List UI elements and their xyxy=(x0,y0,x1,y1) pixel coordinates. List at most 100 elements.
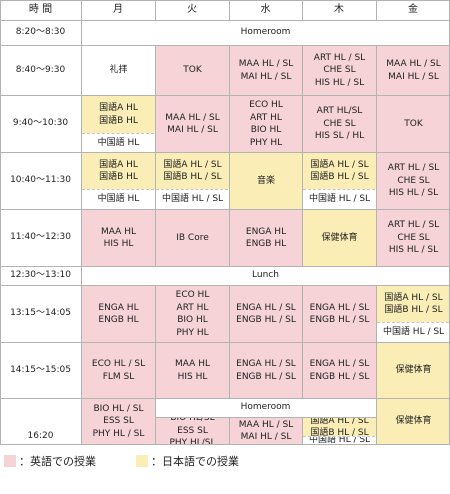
grid-line xyxy=(155,398,156,444)
day-header-4: 金 xyxy=(376,0,450,20)
grid-line xyxy=(0,342,450,343)
time-slot-7: 14:15～15:05 xyxy=(0,342,81,398)
time-slot-1: 8:40～9:30 xyxy=(0,45,81,95)
class-cell-r2-mon-b-text: 中国語 HL xyxy=(97,137,140,148)
class-cell-r8-fri-text: 保健体育 xyxy=(395,416,432,427)
grid-line xyxy=(376,398,377,444)
grid-line xyxy=(229,45,230,266)
grid-line xyxy=(376,45,377,266)
time-header-text: 時 間 xyxy=(28,3,53,15)
class-cell-r4-thu: 保健体育 xyxy=(303,210,376,266)
class-cell-r8-tue: BIO HL/SL ESS SL PHY HL/SL xyxy=(156,418,229,444)
grid-line xyxy=(0,20,450,21)
class-cell-r1-thu: ART HL / SL CHE SL HIS HL / SL xyxy=(303,46,376,95)
grid-line xyxy=(0,398,450,399)
grid-line xyxy=(0,0,1,445)
grid-line xyxy=(0,209,450,210)
class-cell-r8-wed-text: MAA HL / SL MAI HL / SL xyxy=(238,419,294,443)
grid-line xyxy=(0,45,450,46)
day-header-4-text: 金 xyxy=(408,3,418,15)
grid-line xyxy=(302,45,303,266)
grid-line xyxy=(0,95,450,96)
time-slot-0-text: 8:20～8:30 xyxy=(15,27,66,38)
class-cell-r1-fri: MAA HL / SL MAI HL / SL xyxy=(377,46,450,95)
legend-japanese: ：日本語での授業 xyxy=(136,454,239,468)
class-cell-r8-tue-text: BIO HL/SL ESS SL PHY HL/SL xyxy=(169,418,216,444)
class-cell-r8-thu-b: 中国語 HL / SL xyxy=(303,437,376,444)
day-header-3-text: 木 xyxy=(334,3,344,15)
time-slot-5-text: 12:30～13:10 xyxy=(10,270,71,281)
class-cell-r8-thu-a: 国語A HL / SL 国語B HL / SL xyxy=(303,418,376,436)
grid-line xyxy=(155,45,156,266)
class-cell-r4-mon-text: MAA HL HIS HL xyxy=(101,226,136,250)
legend-english-swatch xyxy=(4,455,16,467)
class-cell-r3-tue-b-text: 中国語 HL / SL xyxy=(161,194,224,205)
class-cell-r1-tue: TOK xyxy=(156,46,229,95)
time-slot-3-text: 10:40～11:30 xyxy=(10,175,71,186)
class-cell-r4-tue-text: IB Core xyxy=(176,232,209,243)
class-cell-r6-tue: ECO HL ART HL BIO HL PHY HL xyxy=(156,286,229,342)
class-cell-r3-thu-b: 中国語 HL / SL xyxy=(303,190,376,209)
class-cell-r3-fri-text: ART HL / SL CHE SL HIS HL / SL xyxy=(387,163,440,199)
class-cell-r1-thu-text: ART HL / SL CHE SL HIS HL / SL xyxy=(313,52,366,88)
lunch-band-text: Lunch xyxy=(252,270,279,281)
class-cell-r7-thu: ENGA HL / SL ENGB HL / SL xyxy=(303,343,376,398)
grid-line xyxy=(0,0,450,1)
class-cell-r3-mon-a: 国語A HL 国語B HL xyxy=(82,153,155,189)
time-slot-8-text: 16:20 xyxy=(27,430,54,441)
class-cell-r3-thu-b-text: 中国語 HL / SL xyxy=(308,194,371,205)
grid-line xyxy=(155,285,156,398)
lunch-band: Lunch xyxy=(81,266,450,285)
time-slot-0: 8:20～8:30 xyxy=(0,20,81,45)
time-slot-1-text: 8:40～9:30 xyxy=(15,64,66,75)
time-slot-8: 16:20 xyxy=(0,398,81,444)
class-cell-r3-fri: ART HL / SL CHE SL HIS HL / SL xyxy=(377,153,450,209)
day-header-2: 水 xyxy=(229,0,302,20)
class-cell-r6-fri-a: 国語A HL / SL 国語B HL / SL xyxy=(377,286,450,322)
class-cell-r4-mon: MAA HL HIS HL xyxy=(82,210,155,266)
grid-line xyxy=(81,0,82,445)
class-cell-r8-thu-b-text: 中国語 HL / SL xyxy=(308,437,371,444)
class-cell-r4-wed-text: ENGA HL ENGB HL xyxy=(245,226,287,250)
grid-line xyxy=(302,417,303,444)
homeroom-band-text: Homeroom xyxy=(240,27,291,38)
class-cell-r2-mon-a-text: 国語A HL 国語B HL xyxy=(99,103,138,126)
class-cell-r6-fri-a-text: 国語A HL / SL 国語B HL / SL xyxy=(384,292,443,316)
grid-line xyxy=(229,285,230,398)
time-slot-2-text: 9:40～10:30 xyxy=(12,118,69,129)
class-cell-r3-tue-a-text: 国語A HL / SL 国語B HL / SL xyxy=(163,159,222,183)
time-slot-6-text: 13:15～14:05 xyxy=(10,308,71,319)
class-cell-r6-mon: ENGA HL ENGB HL xyxy=(82,286,155,342)
class-cell-r7-tue: MAA HL HIS HL xyxy=(156,343,229,398)
class-cell-r2-tue-text: MAA HL / SL MAI HL / SL xyxy=(165,112,220,136)
grid-line xyxy=(0,266,450,267)
grid-line xyxy=(155,417,376,418)
time-slot-4: 11:40～12:30 xyxy=(0,209,81,266)
class-cell-r3-thu-a: 国語A HL / SL 国語B HL / SL xyxy=(303,153,376,189)
class-cell-r7-mon-text: ECO HL / SL FLM SL xyxy=(91,359,146,382)
legend-japanese-swatch xyxy=(136,455,148,467)
class-cell-r6-tue-text: ECO HL ART HL BIO HL PHY HL xyxy=(175,290,210,338)
grid-line xyxy=(376,285,377,398)
class-cell-r1-wed-text: MAA HL / SL MAI HL / SL xyxy=(238,59,294,82)
class-cell-r8-mon: BIO HL / SL ESS SL PHY HL / SL xyxy=(82,399,155,444)
class-cell-r7-thu-text: ENGA HL / SL ENGB HL / SL xyxy=(309,359,370,382)
class-cell-r6-thu-text: ENGA HL / SL ENGB HL / SL xyxy=(309,302,370,326)
class-cell-r4-fri-text: ART HL / SL CHE SL HIS HL / SL xyxy=(387,220,440,256)
class-cell-r7-tue-text: MAA HL HIS HL xyxy=(175,359,210,382)
class-cell-r8-fri: 保健体育 xyxy=(377,399,450,444)
time-slot-3: 10:40～11:30 xyxy=(0,152,81,209)
class-cell-r1-tue-text: TOK xyxy=(183,65,202,76)
class-cell-r4-thu-text: 保健体育 xyxy=(321,232,358,243)
class-cell-r3-thu-a-text: 国語A HL / SL 国語B HL / SL xyxy=(310,159,369,183)
grid-dash xyxy=(82,189,154,190)
class-cell-r6-fri-b: 中国語 HL / SL xyxy=(377,323,450,342)
grid-dash xyxy=(377,322,449,323)
grid-line xyxy=(229,417,230,444)
class-cell-r2-thu: ART HL/SL CHE SL HIS SL / HL xyxy=(303,96,376,152)
class-cell-r4-wed: ENGA HL ENGB HL xyxy=(230,210,302,266)
class-cell-r1-mon-text: 礼拝 xyxy=(109,65,128,76)
homeroom-band-last: Homeroom xyxy=(155,398,376,417)
class-cell-r2-thu-text: ART HL/SL CHE SL HIS SL / HL xyxy=(314,106,365,142)
class-cell-r7-fri: 保健体育 xyxy=(377,343,450,398)
